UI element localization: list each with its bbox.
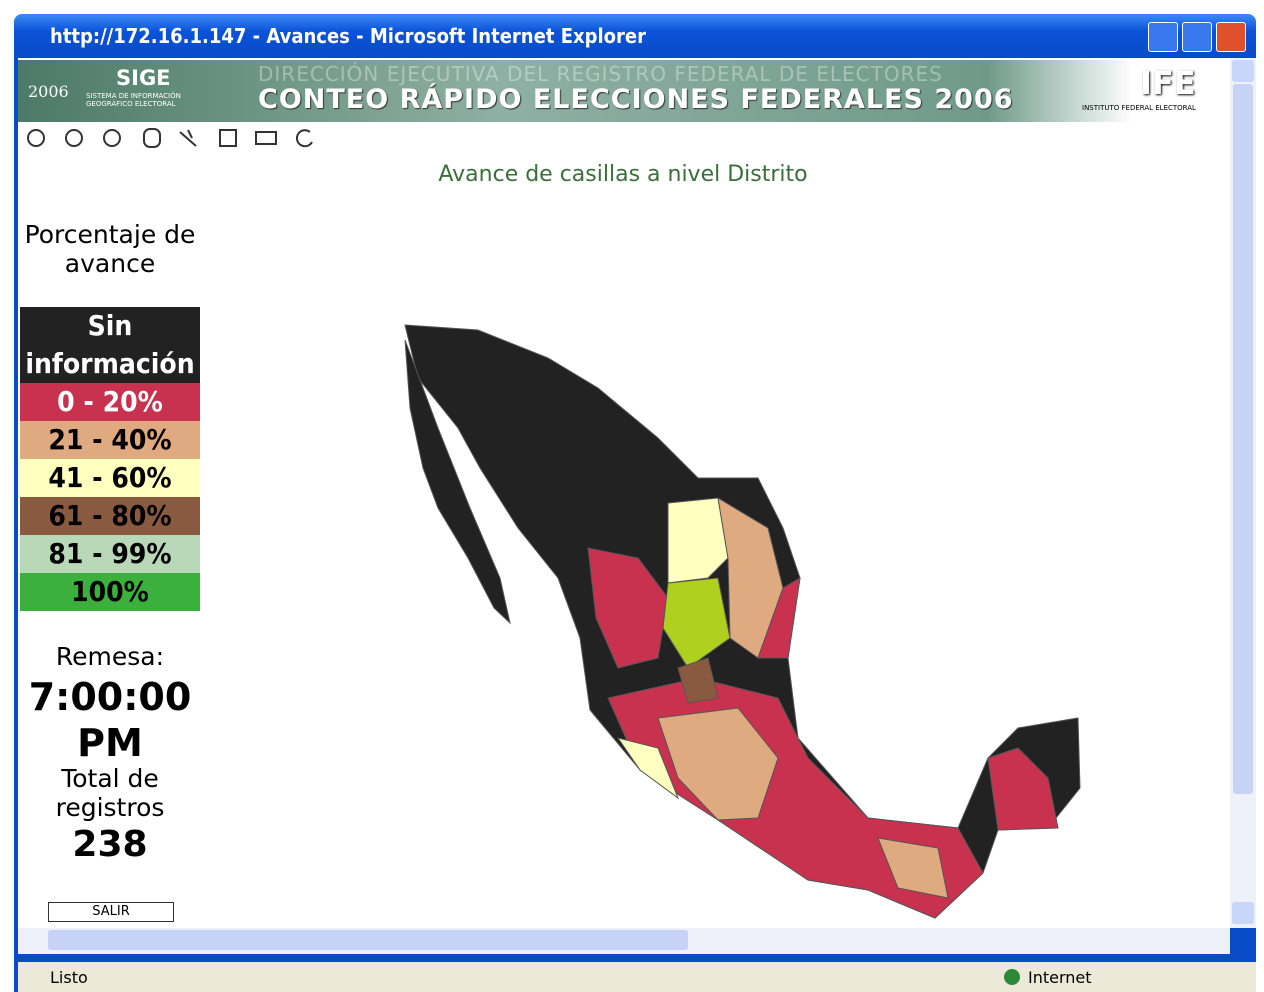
banner: 2006 SIGE SISTEMA DE INFORMACIÓN GEOGRÁF… [18,60,1230,122]
status-text: Listo [50,968,88,987]
status-bar: Listo Internet [18,962,1256,992]
pan-tool[interactable] [143,128,161,148]
map-region [616,737,680,800]
map-region [657,707,779,821]
banner-main-line: CONTEO RÁPIDO ELECCIONES FEDERALES 2006 [258,84,1014,115]
legend-item: 41 - 60% [20,459,200,497]
print-tool[interactable] [255,131,277,145]
total-value: 238 [72,824,148,865]
globe-icon [1004,969,1020,985]
remesa-label: Remesa: [55,642,165,671]
map-region [987,747,1059,831]
status-zone: Internet [1028,968,1092,987]
banner-sige: SIGE [116,66,171,90]
zoom-out-tool[interactable] [103,129,121,147]
extent-tool[interactable] [219,129,237,147]
legend-item: 0 - 20% [20,383,200,421]
map-region [677,657,719,704]
scroll-up-button[interactable] [1232,60,1254,82]
minimize-button[interactable] [1148,22,1178,52]
horizontal-scroll-thumb[interactable] [48,930,688,950]
exit-label: SALIR [92,904,130,919]
legend-item: 61 - 80% [20,497,200,535]
window-title: http://172.16.1.147 - Avances - Microsof… [50,24,646,48]
banner-year: 2006 [28,82,69,101]
zoom-in-tool[interactable] [65,129,83,147]
remesa-time: 7:00:00 PM [28,675,192,765]
map-region [587,547,669,669]
map-baja [404,339,511,625]
legend-item: Sin información [20,307,200,383]
banner-sige-sub: SISTEMA DE INFORMACIÓN GEOGRÁFICO ELECTO… [86,92,181,108]
scroll-down-button[interactable] [1232,902,1254,924]
zoom-box-tool[interactable] [27,129,45,147]
title-bar: http://172.16.1.147 - Avances - Microsof… [14,14,1256,58]
legend-item: 81 - 99% [20,535,200,573]
refresh-tool[interactable] [295,129,313,148]
legend-item: 21 - 40% [20,421,200,459]
maximize-button[interactable] [1182,22,1212,52]
identify-tool[interactable] [179,129,197,147]
toolbar [27,128,313,148]
close-button[interactable] [1216,22,1246,52]
total-label: Total de registros [55,764,165,822]
exit-button[interactable]: SALIR [48,902,174,922]
map-region [757,577,801,659]
map-region [667,497,729,584]
map-title: Avance de casillas a nivel Distrito [438,162,808,187]
mexico-map [404,324,1081,919]
vertical-scroll-thumb[interactable] [1233,84,1253,794]
map-region [662,577,731,669]
legend-item: 100% [20,573,200,611]
banner-ife-sub: INSTITUTO FEDERAL ELECTORAL [1082,104,1196,112]
map-region [877,837,949,899]
page-content: 2006 SIGE SISTEMA DE INFORMACIÓN GEOGRÁF… [18,58,1230,928]
legend-title: Porcentaje de avance [24,220,196,278]
banner-ife: IFE [1140,64,1196,102]
banner-top-line: DIRECCIÓN EJECUTIVA DEL REGISTRO FEDERAL… [258,62,943,86]
